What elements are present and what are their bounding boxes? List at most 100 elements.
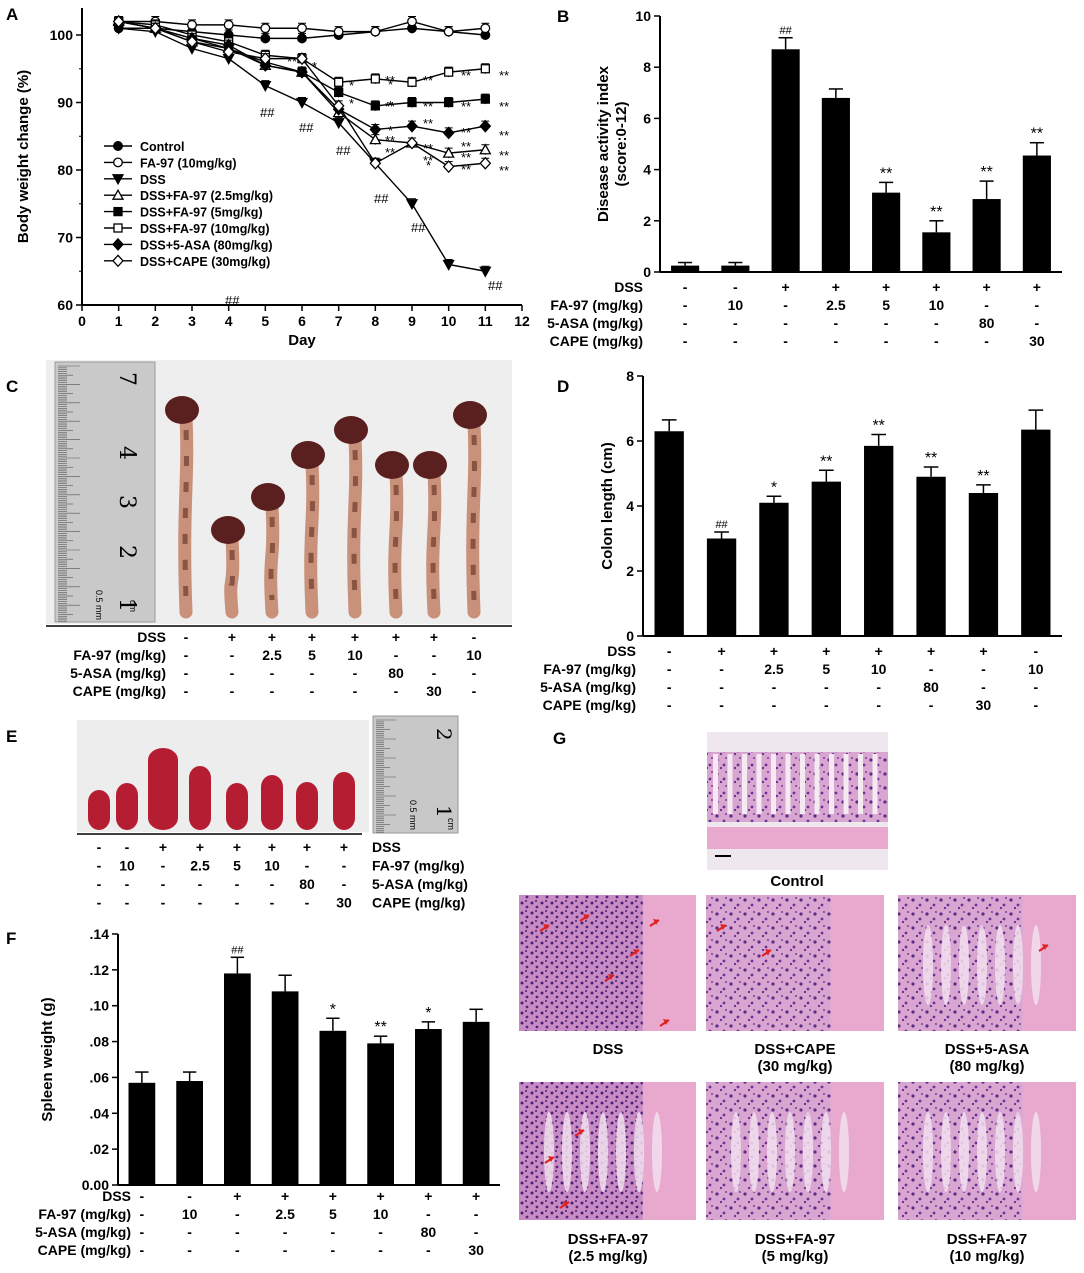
- bar: [922, 232, 951, 272]
- crypt: [821, 1112, 831, 1192]
- treatment-row-label: DSS: [607, 643, 636, 659]
- treatment-cell: 30: [426, 683, 442, 699]
- crypt: [803, 1112, 813, 1192]
- red-arrow-head: [608, 974, 614, 980]
- x-tick-label: 12: [514, 313, 530, 329]
- treatment-cell: -: [683, 315, 688, 331]
- x-tick-label: 5: [261, 313, 269, 329]
- x-tick-label: 4: [225, 313, 233, 329]
- bar: [654, 431, 684, 636]
- data-point: [187, 19, 197, 30]
- y-tick-label: 10: [635, 8, 651, 24]
- treatment-cell: -: [353, 665, 358, 681]
- treatment-cell: -: [981, 661, 986, 677]
- bar: [872, 192, 901, 272]
- bar: [721, 265, 750, 272]
- colon-specimen: [165, 396, 199, 619]
- treatment-cell: +: [392, 629, 400, 645]
- data-point: [443, 26, 454, 37]
- treatment-row-label: FA-97 (mg/kg): [38, 1206, 131, 1222]
- crypt: [800, 754, 805, 814]
- colon-body: [304, 456, 320, 619]
- crypt: [977, 925, 987, 1005]
- crypt: [872, 754, 878, 814]
- sig-marker: **: [461, 125, 471, 140]
- treatment-cell: +: [233, 839, 241, 855]
- y-axis-title: Spleen weight (g): [39, 997, 56, 1121]
- treatment-cell: -: [474, 1224, 479, 1240]
- treatment-cell: -: [331, 1224, 336, 1240]
- crypt: [727, 754, 733, 814]
- treatment-cell: -: [683, 333, 688, 349]
- cecum: [251, 483, 285, 511]
- treatment-cell: 10: [466, 647, 482, 663]
- bar: [1021, 429, 1051, 636]
- crypt: [742, 754, 747, 814]
- x-tick-label: 0: [78, 313, 86, 329]
- data-point: [112, 15, 125, 28]
- muscle-layer: [1022, 1082, 1076, 1220]
- treatment-cell: -: [984, 333, 989, 349]
- treatment-cell: -: [934, 315, 939, 331]
- treatment-cell: -: [235, 1206, 240, 1222]
- y-tick-label: 70: [57, 230, 73, 246]
- ruler-number: 7: [114, 372, 139, 386]
- legend-label: DSS+FA-97 (5mg/kg): [140, 206, 263, 220]
- ruler: [54, 361, 156, 623]
- treatment-cell: 10: [373, 1206, 389, 1222]
- treatment-cell: -: [733, 279, 738, 295]
- sig-marker: ##: [336, 143, 351, 158]
- treatment-cell: -: [270, 683, 275, 699]
- y-tick-label: .14: [90, 926, 110, 942]
- treatment-cell: 80: [388, 665, 404, 681]
- bar: [968, 493, 999, 636]
- treatment-cell: +: [983, 279, 991, 295]
- treatment-cell: 10: [728, 297, 744, 313]
- treatment-row-label: 5-ASA (mg/kg): [540, 679, 636, 695]
- x-tick-label: 6: [298, 313, 306, 329]
- panel-label-e: E: [6, 727, 17, 746]
- data-point: [223, 19, 234, 30]
- sig-marker: *: [388, 98, 393, 113]
- treatment-cell: 10: [871, 661, 887, 677]
- crypt: [1031, 925, 1041, 1005]
- sig-marker: **: [461, 162, 471, 177]
- treatment-row-label: FA-97 (mg/kg): [372, 858, 465, 874]
- data-point: [332, 99, 345, 113]
- panel-label-c: C: [6, 377, 18, 396]
- panel-a-series: [112, 15, 492, 278]
- treatment-cell: -: [1035, 315, 1040, 331]
- spleen-specimen: [88, 790, 110, 830]
- sig-marker: **: [423, 116, 433, 131]
- treatment-cell: -: [1033, 697, 1038, 713]
- legend-marker: [111, 174, 125, 186]
- sig-marker: **: [499, 99, 509, 114]
- y-tick-label: .08: [90, 1034, 110, 1050]
- treatment-cell: -: [876, 679, 881, 695]
- crypt: [995, 925, 1005, 1005]
- sig-marker: ##: [299, 120, 314, 135]
- tissue: [519, 895, 643, 1031]
- treatment-cell: -: [97, 876, 102, 892]
- significance-label: **: [930, 204, 942, 221]
- x-tick-label: 1: [115, 313, 123, 329]
- bar: [759, 502, 789, 636]
- treatment-row-label: FA-97 (mg/kg): [550, 297, 643, 313]
- red-arrow-head: [765, 949, 771, 955]
- crypt: [858, 754, 863, 814]
- red-arrow-head: [663, 1019, 669, 1025]
- y-tick-label: 80: [57, 162, 73, 178]
- sig-marker: **: [499, 128, 509, 143]
- red-arrow-head: [578, 1129, 584, 1135]
- treatment-cell: -: [270, 665, 275, 681]
- treatment-cell: +: [1033, 279, 1041, 295]
- panel-f-bar-chart: 0.00.02.04.06.08.10.12.14##****Spleen we…: [35, 926, 500, 1258]
- crypt: [941, 925, 951, 1005]
- treatment-cell: +: [822, 643, 830, 659]
- treatment-cell: -: [184, 683, 189, 699]
- treatment-cell: +: [832, 279, 840, 295]
- treatment-cell: -: [667, 643, 672, 659]
- treatment-cell: 80: [979, 315, 995, 331]
- treatment-cell: 10: [929, 297, 945, 313]
